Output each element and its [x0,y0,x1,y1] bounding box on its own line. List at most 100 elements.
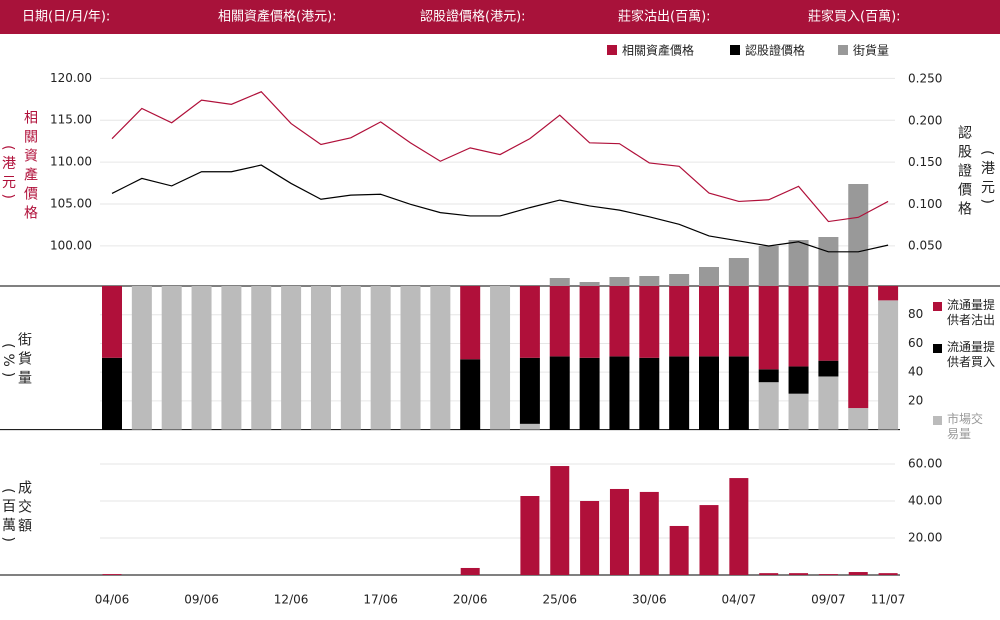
header-label: 莊家沽出(百萬): [618,9,711,25]
share-bar [728,356,749,430]
header-label: 日期(日/月/年): [22,10,110,25]
share-bar [639,286,660,358]
share-bar [788,286,809,367]
legend-label: 流通量提供者買入 [947,340,996,369]
y-tick-label: 40 [908,365,923,379]
header-label: 莊家買入(百萬): [808,9,901,25]
header-label: 認股證價格(港元): [420,9,526,25]
x-tick-label: 09/06 [184,593,219,607]
legend-swatch [933,344,942,353]
share-bar [699,356,719,430]
stock-bar [669,274,690,286]
turnover-bar [789,573,809,575]
legend-label: 相關資產價格 [622,43,694,58]
turnover-bar [609,488,629,575]
price-line [111,164,889,253]
y2-tick-label: 0.150 [908,155,942,169]
stock-bar [788,240,809,286]
share-bar [102,357,122,430]
share-bar [340,286,361,430]
legend-label: 認股證價格 [745,43,805,58]
x-tick-label: 09/07 [811,593,846,607]
axis-title: 成交額 [16,480,32,537]
axis-title: (港元) [979,150,995,209]
y-tick-label: 110.00 [50,155,92,169]
price-line [111,91,889,223]
legend-label: 街貨量 [853,43,889,58]
turnover-bar [759,573,779,575]
share-bar [549,286,570,357]
header-bar [0,0,1000,34]
legend-swatch [933,302,942,311]
header-label: 相關資產價格(港元): [218,9,337,25]
x-tick-label: 04/07 [722,593,757,607]
x-tick-label: 12/06 [274,593,309,607]
x-tick-label: 30/06 [632,593,667,607]
y2-tick-label: 0.200 [908,113,942,127]
y-tick-label: 115.00 [50,113,92,127]
y-tick-label: 100.00 [50,238,92,252]
stock-bar [699,267,719,286]
turnover-bar [699,505,719,575]
share-bar [161,286,182,430]
share-bar [728,286,749,357]
turnover-bar [639,491,659,575]
stock-bar [639,276,660,286]
share-bar [400,286,421,430]
share-bar [818,286,839,361]
stock-bar [549,278,570,286]
y-tick-label: 120.00 [50,71,92,85]
stock-bar [728,258,749,286]
share-bar [281,286,302,430]
share-bar [878,300,899,430]
axis-title: (%) [0,343,16,382]
y2-tick-label: 0.050 [908,238,942,252]
share-bar [609,356,630,430]
axis-title: 相關資產價格 [22,110,38,224]
share-bar [878,286,899,301]
legend-swatch [730,45,740,55]
share-bar [758,286,779,370]
share-bar [102,286,122,358]
share-bar [788,393,809,430]
y-tick-label: 80 [908,307,923,321]
legend-swatch [933,416,942,425]
x-tick-label: 11/07 [871,593,906,607]
share-bar [519,357,540,424]
share-bar [818,360,839,377]
axis-title: 認股證價格 [956,125,972,220]
share-bar [460,286,481,360]
share-bar [758,369,779,383]
y-tick-label: 105.00 [50,196,92,210]
turnover-bar [520,496,540,575]
turnover-bar [878,573,898,575]
turnover-bar [729,478,749,575]
axis-title: (百萬) [0,488,16,547]
turnover-bar [460,567,480,575]
y-tick-label: 20.00 [908,531,942,545]
legend-label: 流通量提供者沽出 [947,298,996,327]
share-bar [579,286,600,358]
share-bar [310,286,331,430]
share-bar [669,356,690,430]
share-bar [609,286,630,357]
share-bar [699,286,719,357]
y2-tick-label: 0.250 [908,72,942,86]
x-tick-label: 17/06 [363,593,398,607]
share-bar [818,376,839,430]
x-tick-label: 20/06 [453,593,488,607]
axis-title: (港元) [0,145,16,204]
share-bar [848,408,869,430]
share-bar [579,357,600,430]
turnover-bar [818,574,838,575]
share-bar [131,286,152,430]
share-bar [519,286,540,358]
share-bar [639,357,660,430]
y-tick-label: 60 [908,336,923,350]
legend-swatch [838,45,848,55]
share-bar [430,286,451,430]
turnover-bar [848,572,868,575]
stock-bar [818,237,839,286]
